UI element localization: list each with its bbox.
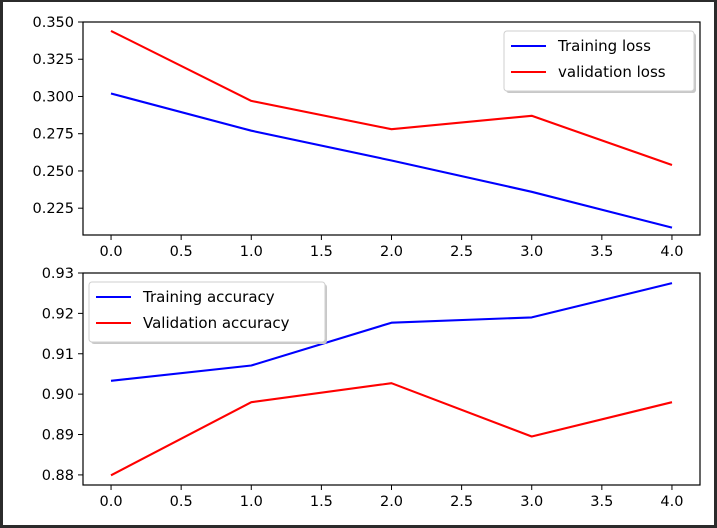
y-tick-label: 0.300 [32,89,74,105]
series-line [110,29,673,166]
x-tick-label: 0.0 [100,244,123,260]
x-tick-label: 1.5 [310,244,333,260]
x-tick-label: 4.0 [660,244,683,260]
x-tick-label: 3.5 [590,494,613,510]
loss-chart: 0.0 0.5 1.0 1.5 2.0 2.5 3.0 3.5 4.0 0.225 0.250 0.2… [32,15,701,260]
y-tick-label: 0.350 [32,15,74,31]
x-tick-label: 2.5 [450,244,473,260]
x-tick-label: 2.0 [380,494,403,510]
y-tick-label: 0.89 [42,428,74,444]
x-tick-label: 1.5 [310,494,333,510]
figure: 0.0 0.5 1.0 1.5 2.0 2.5 3.0 3.5 4.0 0.225 0.250 0.2… [32,15,701,510]
axes-frame [82,272,701,486]
legend-label: Training loss [557,37,651,55]
legend-box [503,30,695,92]
x-tick-label: 2.5 [450,494,473,510]
figure-canvas: 0.0 0.5 1.0 1.5 2.0 2.5 3.0 3.5 4.0 0.225 0.250 0.2… [3,2,714,525]
x-tick-label: 0.5 [170,244,193,260]
legend-box [88,281,326,343]
y-tick-label: 0.250 [32,164,74,180]
legend-label: validation loss [558,63,666,81]
y-tick-label: 0.88 [42,468,74,484]
x-tick-label: 1.0 [240,244,263,260]
x-tick-label: 2.0 [380,244,403,260]
y-tick-label: 0.325 [32,52,74,68]
x-tick-label: 3.5 [590,244,613,260]
series-line [110,92,673,229]
x-tick-label: 0.0 [100,494,123,510]
x-tick-label: 1.0 [240,494,263,510]
series-line [110,382,673,477]
x-tick-label: 0.5 [170,494,193,510]
series-line [110,282,673,382]
y-tick-label: 0.91 [42,347,74,363]
y-tick-label: 0.275 [32,127,74,143]
y-tick-label: 0.90 [42,387,74,403]
x-tick-label: 3.0 [520,244,543,260]
axes-frame [82,21,701,236]
legend-label: Training accuracy [142,288,275,306]
y-tick-label: 0.93 [42,266,74,282]
y-tick-label: 0.225 [32,201,74,217]
x-tick-label: 3.0 [520,494,543,510]
legend-label: Validation accuracy [143,314,290,332]
y-tick-label: 0.92 [42,306,74,322]
accuracy-chart: 0.0 0.5 1.0 1.5 2.0 2.5 3.0 3.5 4.0 0.88 0.89 0.90 0… [42,266,701,510]
x-tick-label: 4.0 [660,494,683,510]
